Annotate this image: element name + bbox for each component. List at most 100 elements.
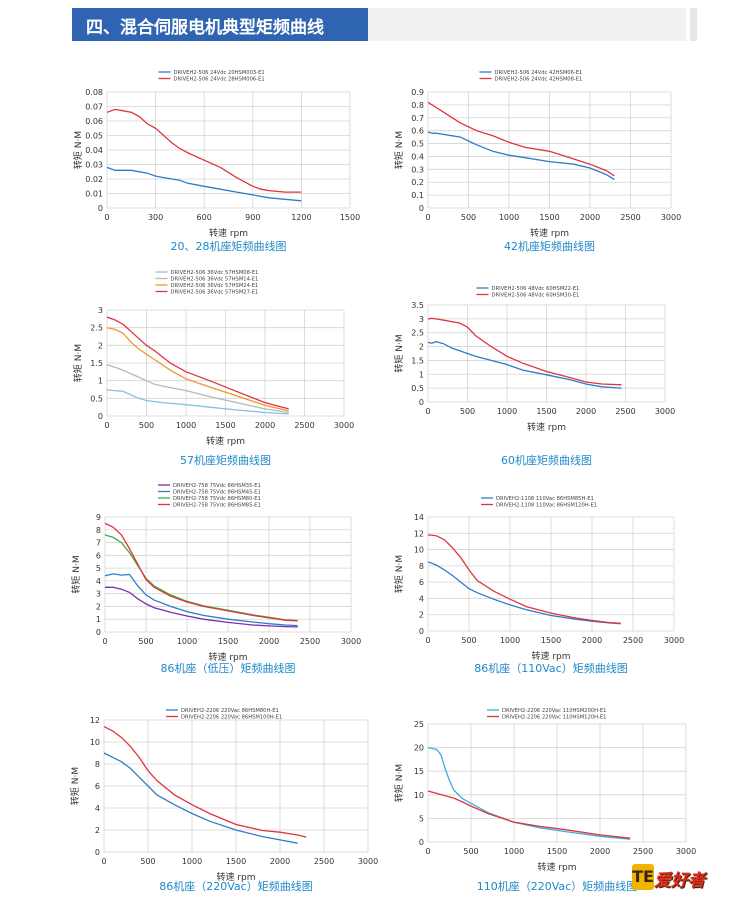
y-tick-label: 5 [419,814,424,823]
logo-text: 爱好者 [654,871,705,891]
chart-4: 0 0.5 1 1.5 2 2.5 3 3.5 0 500 1000 1500 2000 2500 3000… [393,286,675,467]
chart-caption: 110机座（220Vac）矩频曲线图 [477,879,637,893]
x-tick-label: 0 [425,847,430,856]
legend-entry: DRIVEH2-506 24Vdc 28HSM006-E1 [174,77,265,83]
x-tick-label: 3000 [676,847,696,856]
x-tick-label: 0 [102,637,107,646]
series-line [427,534,621,624]
series-line [106,316,289,410]
x-tick-label: 500 [461,213,476,222]
y-axis-label: 转矩 N·M [72,344,84,382]
x-tick-label: 1500 [226,857,246,866]
y-tick-label: 1.5 [411,356,424,365]
series-line [427,561,621,625]
y-tick-label: 10 [90,738,100,747]
y-axis-label: 转矩 N·M [393,764,405,802]
chart-caption: 86机座（低压）矩频曲线图 [161,661,296,675]
header-end-block [690,8,697,41]
x-tick-label: 1500 [536,407,556,416]
y-tick-label: 12 [90,716,100,725]
y-tick-label: 1 [419,370,424,379]
chart-caption: 86机座（220Vac）矩频曲线图 [159,879,312,893]
legend-entry: DRIVEH2-506 48Vdc 60HSM30-E1 [492,293,580,299]
x-axis-label: 转速 rpm [531,650,570,662]
x-axis-label: 转速 rpm [537,861,576,873]
series-line [104,522,298,622]
x-tick-label: 2500 [300,637,320,646]
legend-entry: DRIVEH2-758 75Vdc 86HSM35-E1 [173,483,261,489]
legend-entry: DRIVEH2-1108 110Vac 86HSM85H-E1 [496,496,594,502]
x-tick-label: 2000 [576,407,596,416]
x-tick-label: 2500 [294,421,314,430]
x-tick-label: 0 [425,636,430,645]
y-tick-label: 0.08 [85,88,103,97]
y-tick-label: 0.4 [411,152,424,161]
y-tick-label: 2 [95,826,100,835]
x-tick-label: 500 [139,421,154,430]
x-tick-label: 2000 [270,857,290,866]
series-line [106,108,302,193]
y-tick-label: 2 [419,611,424,620]
chart-6: 0 2 4 6 8 10 12 14 0 500 1000 1500 2000 2500 3000 转速 rp… [393,496,684,675]
section-title: 四、混合伺服电机典型矩频曲线 [86,18,324,38]
y-tick-label: 3 [98,306,103,315]
y-tick-label: 0.5 [90,394,103,403]
x-tick-label: 2000 [255,421,275,430]
chart-caption: 86机座（110Vac）矩频曲线图 [474,661,627,675]
y-tick-label: 0 [98,204,103,213]
x-tick-label: 1500 [547,847,567,856]
legend-entry: DRIVEH2-1108 110Vac 86HSM120H-E1 [496,503,597,509]
x-tick-label: 1000 [497,407,517,416]
y-tick-label: 0.2 [411,178,424,187]
y-tick-label: 1 [96,615,101,624]
y-tick-label: 0.01 [85,190,103,199]
x-tick-label: 1000 [504,847,524,856]
y-tick-label: 0.06 [85,117,103,126]
x-tick-label: 0 [104,421,109,430]
legend-entry: DRIVEH2-506 36Vdc 57HSM14-E1 [171,277,259,283]
legend-entry: DRIVEH2-758 75Vdc 86HSM45-E1 [173,490,261,496]
y-tick-label: 4 [419,594,424,603]
chart-caption: 57机座矩频曲线图 [180,453,271,467]
y-tick-label: 5 [96,564,101,573]
y-tick-label: 8 [419,562,424,571]
y-tick-label: 0.07 [85,103,103,112]
legend-entry: DRIVEH2-506 24Vdc 20HSM003-E1 [174,70,265,76]
legend-entry: DRIVEH2-2206 220Vac 110HSM200H-E1 [502,708,606,714]
y-tick-label: 8 [95,760,100,769]
y-tick-label: 0.6 [411,127,424,136]
x-tick-label: 0 [101,857,106,866]
x-tick-label: 1500 [215,421,235,430]
x-tick-label: 3000 [334,421,354,430]
series-line [103,752,298,844]
y-tick-label: 0 [419,627,424,636]
y-tick-label: 0.02 [85,175,103,184]
y-tick-label: 0.5 [411,384,424,393]
y-axis-label: 转矩 N·M [393,334,405,372]
x-tick-label: 0 [104,213,109,222]
x-tick-label: 1200 [291,213,311,222]
x-tick-label: 2500 [623,636,643,645]
series-line [106,327,289,412]
y-tick-label: 0.3 [411,165,424,174]
series-line [427,340,622,389]
x-tick-label: 3000 [341,637,361,646]
y-tick-label: 8 [96,526,101,535]
y-tick-label: 4 [95,804,100,813]
y-tick-label: 0.1 [411,191,424,200]
x-axis-label: 转速 rpm [209,227,248,239]
legend-entry: DRIVEH2-506 24Vdc 42HSM08-E1 [495,77,583,83]
x-axis-label: 转速 rpm [530,227,569,239]
y-tick-label: 12 [414,529,424,538]
series-line [427,790,631,839]
x-tick-label: 3000 [358,857,378,866]
x-tick-label: 1500 [218,637,238,646]
x-axis-label: 转速 rpm [208,651,247,663]
y-tick-label: 2 [96,602,101,611]
y-tick-label: 0.04 [85,146,103,155]
x-tick-label: 1000 [500,636,520,645]
legend-entry: DRIVEH2-2206 220Vac 110HSM120H-E1 [502,715,606,721]
series-line [106,389,289,415]
x-tick-label: 500 [140,857,155,866]
x-tick-label: 0 [425,407,430,416]
